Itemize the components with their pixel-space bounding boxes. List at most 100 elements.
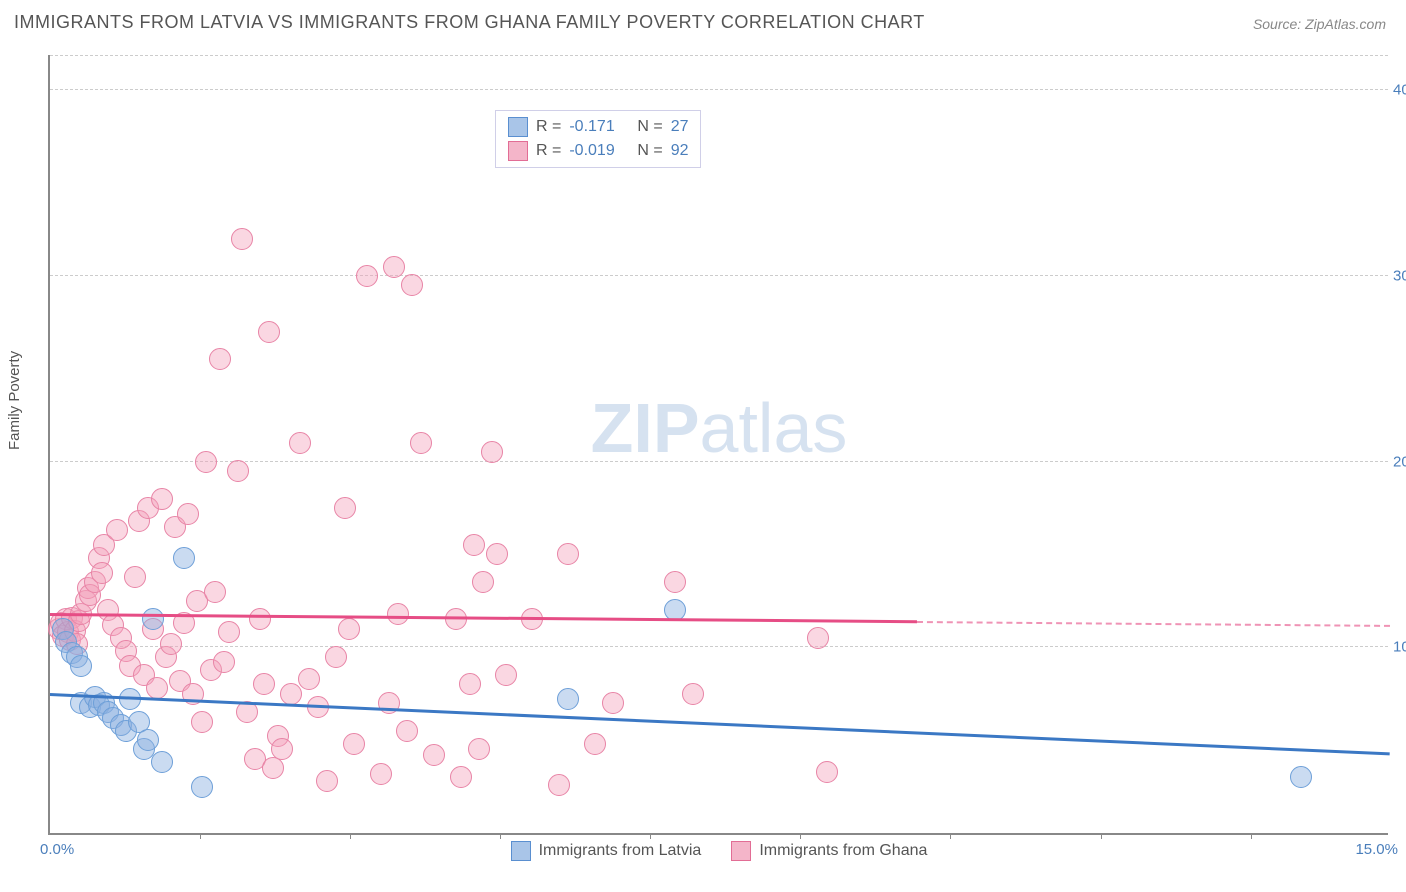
legend-r-value: -0.171 [569, 118, 629, 136]
scatter-point [387, 603, 409, 625]
scatter-point [227, 460, 249, 482]
legend-item: Immigrants from Latvia [511, 841, 702, 861]
legend-series-name: Immigrants from Ghana [759, 842, 927, 860]
scatter-point [423, 744, 445, 766]
scatter-point [218, 621, 240, 643]
legend-n-label: N = [637, 118, 662, 136]
gridline [50, 461, 1388, 462]
scatter-point [253, 673, 275, 695]
scatter-point [495, 664, 517, 686]
scatter-point [280, 683, 302, 705]
legend-r-label: R = [536, 118, 561, 136]
scatter-point [142, 608, 164, 630]
x-tick-mark [650, 833, 651, 839]
gridline [50, 89, 1388, 90]
scatter-point [160, 633, 182, 655]
trend-line-dashed [917, 621, 1390, 627]
scatter-point [468, 738, 490, 760]
correlation-legend: R =-0.171N =27R =-0.019N =92 [495, 110, 701, 168]
series-legend: Immigrants from Latvia Immigrants from Gh… [50, 841, 1388, 861]
gridline [50, 275, 1388, 276]
x-tick-mark [500, 833, 501, 839]
x-tick-mark [950, 833, 951, 839]
watermark-bold: ZIP [591, 389, 700, 467]
scatter-point [548, 774, 570, 796]
chart-title: IMMIGRANTS FROM LATVIA VS IMMIGRANTS FRO… [14, 12, 925, 33]
scatter-point [316, 770, 338, 792]
y-tick-label: 10.0% [1393, 639, 1406, 656]
scatter-point [481, 441, 503, 463]
legend-swatch [511, 841, 531, 861]
y-tick-label: 40.0% [1393, 82, 1406, 99]
scatter-point [370, 763, 392, 785]
scatter-point [1290, 766, 1312, 788]
scatter-point [91, 562, 113, 584]
scatter-point [338, 618, 360, 640]
scatter-point [173, 547, 195, 569]
scatter-point [209, 348, 231, 370]
scatter-point [151, 488, 173, 510]
scatter-point [334, 497, 356, 519]
legend-row: R = -0.171 N = 27 [508, 115, 688, 139]
scatter-point [70, 655, 92, 677]
trend-line [50, 693, 1390, 755]
scatter-point [459, 673, 481, 695]
watermark-rest: atlas [700, 389, 848, 467]
scatter-point [298, 668, 320, 690]
x-tick-mark [350, 833, 351, 839]
scatter-point [602, 692, 624, 714]
legend-row: R =-0.019N =92 [508, 139, 688, 163]
source-attribution: Source: ZipAtlas.com [1253, 16, 1386, 32]
scatter-point [325, 646, 347, 668]
scatter-point [472, 571, 494, 593]
scatter-point [124, 566, 146, 588]
scatter-point [271, 738, 293, 760]
scatter-point [486, 543, 508, 565]
scatter-point [195, 451, 217, 473]
x-tick-mark [1251, 833, 1252, 839]
scatter-point [682, 683, 704, 705]
scatter-point [289, 432, 311, 454]
legend-swatch [508, 141, 528, 161]
scatter-point [664, 571, 686, 593]
scatter-point [137, 729, 159, 751]
scatter-point [807, 627, 829, 649]
legend-n-value: 27 [671, 118, 689, 136]
y-tick-label: 20.0% [1393, 453, 1406, 470]
plot-area: ZIPatlas R =-0.171N =27R =-0.019N =92 0.… [48, 55, 1388, 835]
scatter-point [584, 733, 606, 755]
scatter-point [191, 776, 213, 798]
scatter-point [450, 766, 472, 788]
legend-r-value: -0.019 [569, 142, 629, 160]
scatter-point [249, 608, 271, 630]
scatter-point [557, 543, 579, 565]
legend-item: Immigrants from Ghana [731, 841, 927, 861]
x-tick-mark [200, 833, 201, 839]
y-axis-label: Family Poverty [6, 351, 23, 450]
legend-series-name: Immigrants from Latvia [539, 842, 702, 860]
scatter-point [343, 733, 365, 755]
scatter-point [396, 720, 418, 742]
scatter-point [816, 761, 838, 783]
scatter-point [401, 274, 423, 296]
scatter-point [383, 256, 405, 278]
legend-n-label: N = [637, 142, 662, 160]
gridline [50, 646, 1388, 647]
x-tick-mark [1101, 833, 1102, 839]
scatter-point [106, 519, 128, 541]
scatter-point [463, 534, 485, 556]
y-tick-label: 30.0% [1393, 267, 1406, 284]
legend-swatch [508, 117, 528, 137]
scatter-point [445, 608, 467, 630]
scatter-point [258, 321, 280, 343]
scatter-point [146, 677, 168, 699]
legend-r-label: R = [536, 142, 561, 160]
x-tick-mark [800, 833, 801, 839]
scatter-point [191, 711, 213, 733]
scatter-point [356, 265, 378, 287]
legend-swatch [731, 841, 751, 861]
gridline [50, 55, 1388, 56]
scatter-point [231, 228, 253, 250]
watermark: ZIPatlas [591, 388, 848, 468]
scatter-point [557, 688, 579, 710]
